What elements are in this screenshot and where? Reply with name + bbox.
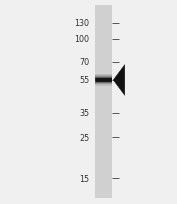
Bar	[95, 85, 112, 86]
Bar	[95, 82, 112, 83]
Bar	[95, 78, 112, 79]
Text: 70: 70	[79, 58, 89, 67]
Bar	[95, 83, 112, 84]
Text: 55: 55	[79, 76, 89, 85]
Bar	[95, 81, 112, 82]
Polygon shape	[113, 65, 125, 96]
Text: 130: 130	[74, 19, 89, 28]
Text: 35: 35	[79, 109, 89, 118]
Bar	[95, 84, 112, 85]
Bar	[95, 75, 112, 76]
Text: 25: 25	[79, 133, 89, 142]
Bar	[95, 79, 112, 80]
Bar	[95, 77, 112, 78]
Bar	[96, 79, 112, 83]
Bar	[95, 76, 112, 77]
Bar	[95, 6, 112, 198]
Text: 100: 100	[74, 35, 89, 44]
Bar	[95, 80, 112, 81]
Text: 15: 15	[79, 174, 89, 183]
